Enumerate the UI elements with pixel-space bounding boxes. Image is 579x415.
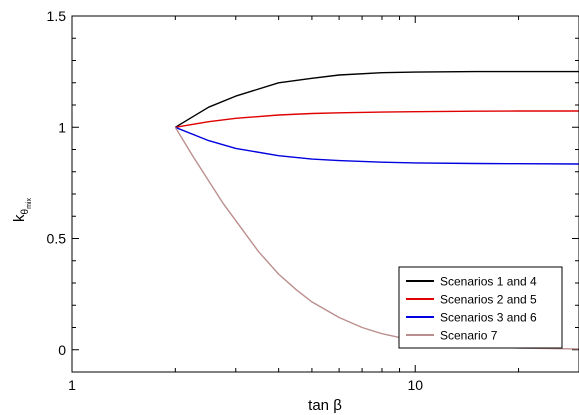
y-tick-label: 1 <box>58 119 66 135</box>
plot-frame <box>71 15 579 373</box>
tick-marks <box>71 15 579 373</box>
y-axis-label-base: k <box>11 214 28 222</box>
svg-text:kθmix: kθmix <box>11 198 33 222</box>
x-axis-label: tan β <box>308 397 342 414</box>
legend-label-1: Scenarios 1 and 4 <box>440 275 537 289</box>
series-line-3 <box>175 126 579 165</box>
y-tick-label: 1.5 <box>47 8 67 24</box>
x-tick-label: 10 <box>407 377 423 393</box>
y-axis-label-sub2: mix <box>26 198 33 209</box>
series-line-2 <box>175 110 579 128</box>
legend-label-2: Scenarios 2 and 5 <box>440 293 537 307</box>
tick-labels: 0 0.5 1 1.5 1 10 <box>47 8 424 393</box>
y-axis-label-sub1: θ <box>20 208 31 214</box>
legend: Scenarios 1 and 4 Scenarios 2 and 5 Scenar… <box>398 266 563 349</box>
legend-label-3: Scenarios 3 and 6 <box>440 311 537 325</box>
y-tick-label: 0.5 <box>47 231 67 247</box>
x-tick-label: 1 <box>68 377 76 393</box>
y-axis-label: kθmix <box>11 198 33 222</box>
series-line-1 <box>174 70 579 128</box>
legend-label-4: Scenario 7 <box>440 329 498 343</box>
y-tick-label: 0 <box>58 342 66 358</box>
